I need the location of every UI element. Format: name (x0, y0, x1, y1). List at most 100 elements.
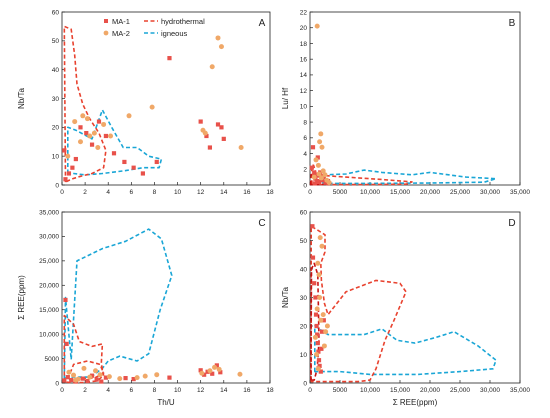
x-tick-label: 16 (243, 387, 251, 394)
ma2-point (71, 372, 77, 378)
ma1-point (131, 165, 136, 170)
ma1-point (65, 375, 70, 380)
y-axis-label: Σ REE(ppm) (17, 275, 26, 320)
ma2-point (315, 260, 321, 266)
y-tick-label: 20 (52, 125, 60, 132)
ma2-point (238, 145, 244, 151)
ma1-point (103, 375, 109, 380)
hydrothermal-region (63, 314, 105, 384)
x-tick-label: 0 (60, 189, 64, 196)
y-tick-label: 6 (303, 135, 307, 142)
y-tick-label: 0 (55, 380, 59, 387)
ma2-point (321, 343, 327, 349)
ma1-point (84, 131, 89, 136)
x-tick-label: 14 (220, 189, 228, 196)
ma1-point (64, 341, 69, 347)
y-tick-label: 20,000 (39, 283, 59, 290)
ma1-point (315, 332, 320, 337)
y-tick-label: 35,000 (39, 209, 59, 216)
ma2-point (117, 376, 123, 382)
ma1-point (316, 349, 321, 354)
ma2-point (209, 64, 215, 70)
ma2-point (87, 374, 93, 380)
ma2-point (87, 133, 93, 139)
ma2-point (313, 157, 319, 163)
y-tick-label: 30 (52, 96, 60, 103)
y-tick-label: 15,000 (39, 307, 59, 314)
x-tick-label: 8 (153, 189, 157, 196)
ma2-point (324, 323, 330, 329)
ma1-point (66, 171, 72, 176)
ma2-point (318, 175, 324, 181)
ma2-point (315, 366, 321, 372)
legend-ma2-label: MA-2 (112, 29, 130, 38)
ma1-point (318, 369, 323, 374)
ma2-point (106, 374, 112, 380)
ma2-point (317, 295, 323, 300)
x-tick-label: 15,000 (390, 387, 410, 394)
ma1-point (316, 358, 322, 363)
ma1-point (111, 151, 117, 156)
ma2-point (218, 44, 224, 50)
ma1-point (317, 363, 322, 368)
ma1-point (313, 295, 318, 300)
x-tick-label: 8 (153, 387, 157, 394)
x-tick-label: 25,000 (450, 189, 470, 196)
x-tick-label: 18 (266, 387, 274, 394)
ma1-point (63, 297, 68, 303)
y-tick-label: 16 (300, 56, 308, 63)
ma2-point (66, 369, 72, 375)
ma2-point (65, 153, 71, 159)
y-axis-label: Nb/Ta (281, 287, 290, 308)
ma1-point (89, 142, 95, 147)
ma1-point (131, 376, 136, 382)
ma1-point (315, 341, 320, 346)
ma1-point (62, 378, 67, 383)
ma1-point (221, 136, 226, 141)
hydrothermal-region (310, 164, 413, 186)
ma2-point (216, 366, 222, 372)
ma2-point (315, 162, 321, 168)
ma1-point (94, 377, 99, 382)
ma1-point (218, 370, 223, 375)
y-tick-label: 10 (300, 352, 308, 359)
ma2-point (323, 329, 329, 335)
x-tick-label: 5000 (333, 387, 348, 394)
ma1-point (70, 165, 75, 170)
ma2-point (73, 377, 79, 383)
x-tick-label: 2 (83, 387, 87, 394)
hydrothermal-region-inner (67, 360, 105, 380)
ma2-point (207, 368, 213, 374)
ma1-point (314, 173, 319, 178)
y-tick-label: 20 (300, 323, 308, 330)
ma2-point (149, 104, 155, 110)
x-tick-label: 0 (308, 387, 312, 394)
y-tick-label: 2 (303, 167, 307, 174)
ma2-point (320, 168, 326, 174)
ma2-point (326, 180, 332, 186)
ma2-point (316, 171, 322, 177)
y-tick-label: 18 (300, 41, 308, 48)
ma2-point (314, 306, 320, 312)
plot-frame (61, 211, 271, 384)
x-tick-label: 30,000 (480, 387, 500, 394)
y-tick-label: 4 (303, 151, 307, 158)
x-tick-label: 5000 (333, 189, 348, 196)
y-tick-label: 60 (300, 209, 308, 216)
ma1-point (73, 156, 78, 162)
ma1-point (314, 323, 319, 329)
y-tick-label: 40 (52, 67, 60, 74)
ma2-point (80, 113, 86, 119)
igneous-region (313, 325, 497, 376)
y-tick-label: 5000 (45, 356, 60, 363)
x-tick-label: 20,000 (420, 387, 440, 394)
ma1-point (313, 312, 319, 317)
x-tick-label: 2 (83, 189, 87, 196)
x-tick-label: 10 (174, 189, 182, 196)
ma1-point (122, 159, 127, 165)
ma1-point (312, 281, 317, 286)
ma1-point (198, 368, 203, 373)
x-tick-label: 25,000 (450, 387, 470, 394)
ma1-point (219, 125, 224, 130)
ma1-point (310, 255, 316, 260)
